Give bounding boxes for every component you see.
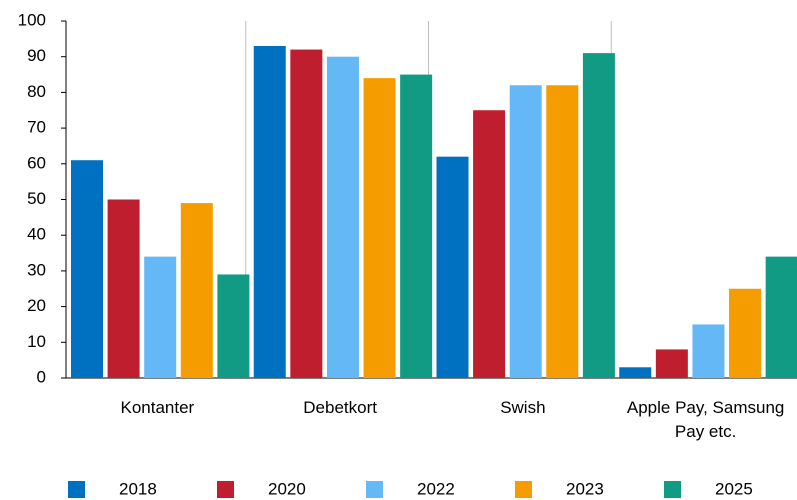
bar (107, 199, 140, 378)
legend-swatch (515, 481, 532, 498)
bar (363, 78, 396, 379)
bar (546, 85, 579, 378)
bar (144, 256, 177, 378)
bar (655, 349, 688, 378)
y-tick-label: 90 (27, 46, 46, 65)
legend-swatch (366, 481, 383, 498)
legend-label: 2020 (268, 479, 306, 498)
bar (326, 56, 359, 378)
y-tick-label: 60 (27, 153, 46, 172)
x-tick-label: Kontanter (120, 398, 195, 417)
y-tick-label: 50 (27, 189, 46, 208)
bar (765, 256, 797, 378)
bar (582, 53, 615, 378)
legend-swatch (664, 481, 681, 498)
y-tick-label: 80 (27, 82, 46, 101)
y-tick-label: 10 (27, 332, 46, 351)
legend-label: 2018 (119, 479, 157, 498)
bar (729, 288, 762, 378)
bar (180, 203, 213, 378)
bar (71, 160, 103, 378)
bar (217, 274, 250, 378)
bar (473, 110, 506, 378)
bar (692, 324, 725, 378)
x-tick-label: Swish (500, 398, 546, 417)
bar (400, 74, 433, 379)
x-tick-label: Apple Pay, Samsung Pay etc. (626, 398, 785, 441)
bar (290, 49, 323, 379)
y-tick-label: 20 (27, 296, 46, 315)
bar (619, 367, 652, 378)
bar (253, 45, 286, 379)
y-tick-label: 70 (27, 118, 46, 137)
legend-swatch (217, 481, 234, 498)
y-tick-label: 30 (27, 260, 46, 279)
y-tick-label: 40 (27, 225, 46, 244)
legend-label: 2025 (715, 479, 753, 498)
legend-label: 2022 (417, 479, 455, 498)
legend-swatch (68, 481, 85, 498)
legend-label: 2023 (566, 479, 604, 498)
bar (436, 156, 469, 378)
y-tick-label: 100 (18, 10, 46, 29)
y-tick-label: 0 (37, 367, 46, 386)
x-tick-label: Debetkort (303, 398, 377, 417)
bar (509, 85, 542, 378)
